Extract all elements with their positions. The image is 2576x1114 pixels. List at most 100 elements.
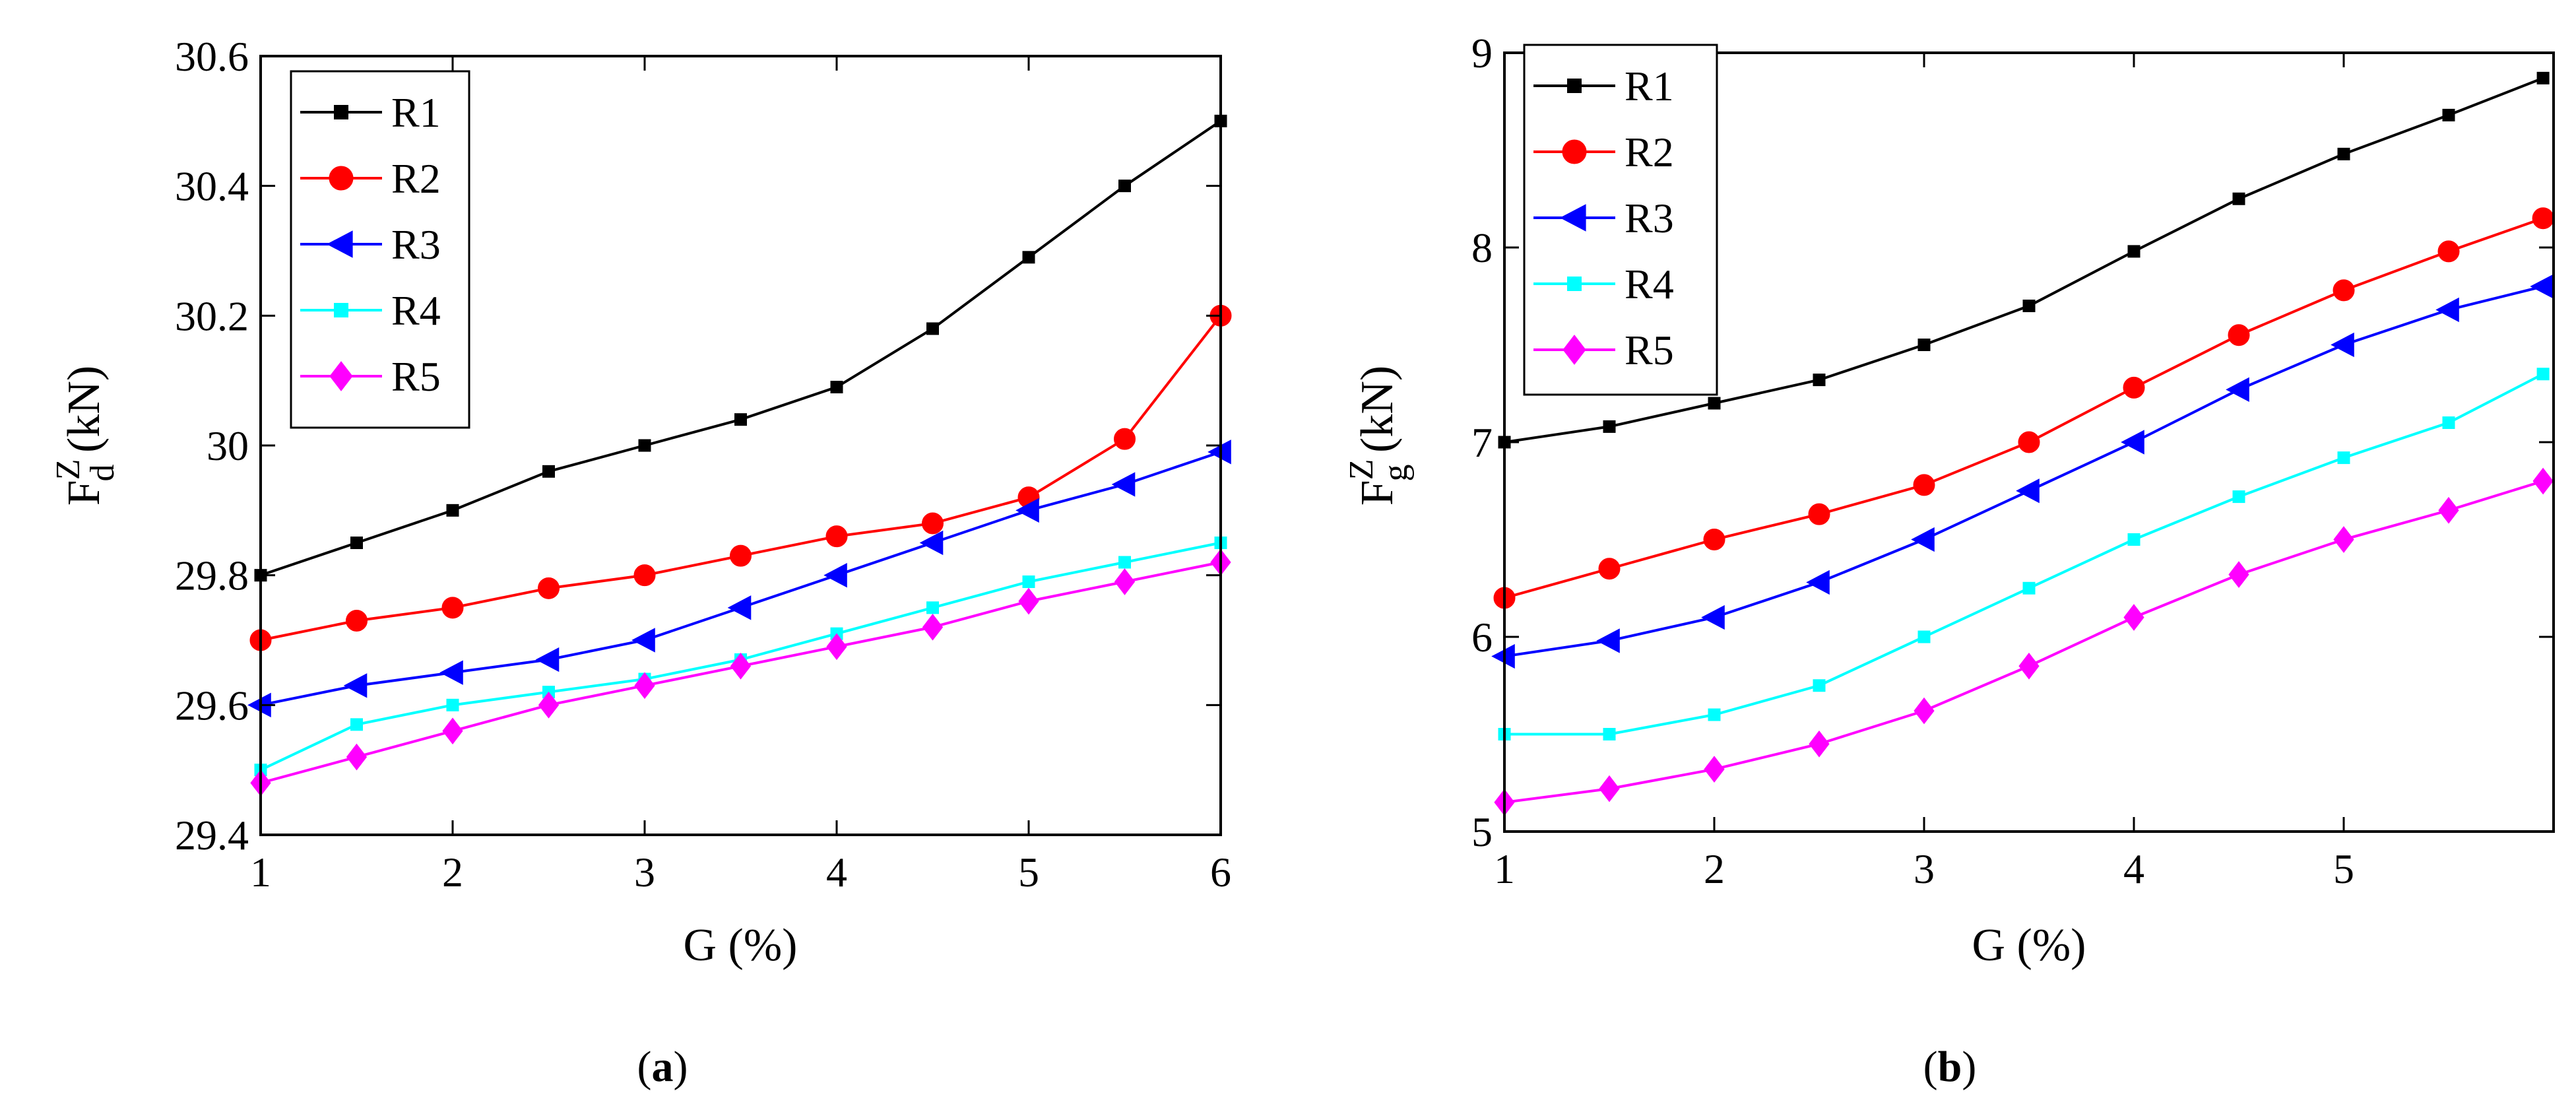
legend-label-R3-a: R3 — [391, 221, 441, 268]
legend-marker-R5-b — [1562, 335, 1586, 365]
data-point-R2-a — [825, 525, 848, 548]
panel-caption-b: (b) — [1923, 1043, 1977, 1091]
data-point-R4-a — [1022, 575, 1035, 588]
data-point-R3-b — [1596, 628, 1620, 653]
data-point-R1-b — [2536, 71, 2550, 84]
legend-marker-R3-b — [1560, 204, 1586, 232]
legend-label-R2-b: R2 — [1625, 129, 1674, 176]
data-point-R1-b — [2442, 108, 2455, 121]
legend-item-R4-a: R4 — [300, 287, 441, 334]
data-point-R3-a — [535, 647, 560, 672]
data-point-R5-a — [538, 692, 560, 719]
legend-item-R1-a: R1 — [300, 89, 441, 136]
data-point-R4-a — [1118, 556, 1131, 569]
legend-item-R5-b: R5 — [1533, 327, 1674, 374]
data-point-R1-b — [1813, 374, 1826, 387]
data-point-R5-b — [2228, 561, 2249, 588]
legend-marker-R5-a — [329, 361, 353, 391]
legend-item-R4-b: R4 — [1533, 261, 1674, 308]
data-point-R5-a — [922, 614, 944, 641]
x-tick-label-b: 1 — [1494, 845, 1515, 892]
data-point-R3-b — [2016, 478, 2040, 504]
x-tick-label-b: 5 — [2333, 845, 2354, 892]
data-point-R3-a — [823, 562, 847, 588]
data-point-R2-b — [1598, 558, 1621, 580]
data-point-R3-b — [2121, 430, 2144, 455]
legend-label-R1-b: R1 — [1625, 63, 1674, 110]
x-tick-label-a: 1 — [250, 849, 271, 896]
series-line-R5-b — [1504, 480, 2544, 804]
series-R1-b — [1498, 71, 2550, 449]
data-point-R2-b — [1703, 529, 1725, 550]
panel-caption-a: (a) — [637, 1043, 688, 1091]
series-R5-b — [1494, 467, 2554, 816]
data-point-R4-a — [446, 698, 459, 711]
data-point-R5-a — [346, 743, 368, 771]
legend-label-R5-a: R5 — [391, 353, 441, 400]
x-axis-label-a: G (%) — [684, 920, 798, 971]
x-ticks-b: 1 2 3 4 5 — [1494, 53, 2354, 892]
data-point-R1-a — [638, 439, 651, 452]
y-tick-label-a: 30.6 — [175, 33, 249, 80]
data-point-R2-a — [538, 577, 560, 599]
data-point-R1-b — [2127, 245, 2141, 258]
data-point-R3-a — [727, 595, 752, 620]
data-point-R1-a — [542, 465, 555, 478]
data-point-R1-b — [1708, 397, 1721, 410]
data-point-R4-a — [350, 718, 363, 731]
data-point-R4-b — [2337, 451, 2350, 465]
x-ticks-a: 1 2 3 4 5 6 — [250, 56, 1231, 896]
data-point-R1-a — [926, 322, 939, 335]
y-axis-label-a: FZd (kN) — [49, 366, 121, 506]
legend-box-b — [1523, 44, 1718, 396]
data-point-R5-b — [1599, 775, 1620, 803]
data-point-R2-b — [2018, 431, 2040, 453]
data-point-R5-b — [2333, 526, 2354, 553]
data-point-R1-a — [734, 413, 747, 426]
legend-item-R3-b: R3 — [1533, 195, 1674, 242]
x-tick-label-a: 3 — [634, 849, 655, 896]
legend-marker-R4-a — [334, 303, 348, 317]
data-point-R1-a — [350, 537, 363, 549]
y-tick-label-a: 30 — [207, 422, 249, 469]
legend-box-a — [290, 70, 470, 429]
data-point-R1-b — [1603, 420, 1616, 433]
data-point-R2-b — [2532, 207, 2554, 230]
data-point-R1-b — [2337, 147, 2350, 160]
series-R3-a — [247, 440, 1231, 718]
series-R5-a — [250, 548, 1231, 797]
series-R4-b — [1498, 368, 2550, 740]
legend-label-R4-b: R4 — [1625, 261, 1674, 308]
data-point-R3-b — [1911, 527, 1935, 552]
legend-label-R1-a: R1 — [391, 89, 441, 136]
data-point-R1-b — [2022, 300, 2036, 312]
series-R3-b — [1491, 274, 2554, 669]
y-tick-label-b: 7 — [1471, 419, 1493, 466]
data-point-R5-b — [1704, 756, 1725, 783]
legend-item-R3-a: R3 — [300, 221, 441, 268]
y-tick-label-b: 6 — [1471, 614, 1493, 661]
legend-item-R5-a: R5 — [300, 353, 441, 400]
data-point-R3-a — [439, 660, 463, 685]
data-point-R5-b — [2438, 496, 2459, 524]
data-point-R1-a — [830, 381, 843, 393]
data-point-R4-b — [1603, 728, 1616, 740]
data-point-R5-b — [1809, 730, 1830, 758]
data-point-R2-b — [2228, 324, 2250, 346]
x-axis-label-b: G (%) — [1972, 920, 2086, 971]
y-axis-label-b: FZg (kN) — [1343, 366, 1415, 506]
data-point-R5-b — [2123, 604, 2144, 631]
data-point-R5-a — [826, 633, 847, 661]
legend-label-R5-b: R5 — [1625, 327, 1674, 374]
y-ticks-a: 29.4 29.6 29.8 30 30.2 30.4 30.6 — [175, 33, 1221, 859]
data-point-R5-b — [2018, 652, 2040, 680]
y-tick-label-a: 30.4 — [175, 163, 249, 210]
legend-item-R2-a: R2 — [300, 155, 441, 202]
data-point-R4-b — [2022, 581, 2036, 595]
legend-marker-R1-b — [1567, 79, 1582, 93]
legend-b: R1 R2 R3 R4 R5 — [1523, 44, 1718, 396]
data-point-R1-a — [1118, 180, 1131, 193]
y-tick-label-a: 30.2 — [175, 292, 249, 339]
